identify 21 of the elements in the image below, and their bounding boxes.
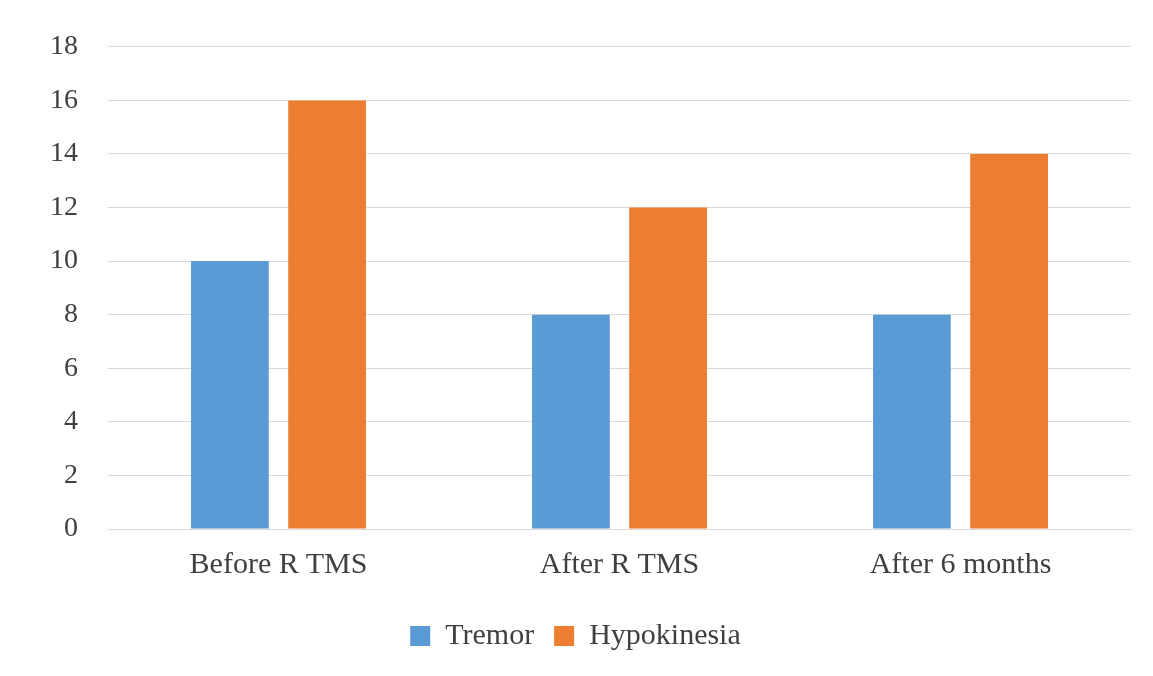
y-tick-label: 2 (64, 457, 78, 489)
y-tick-label: 8 (64, 297, 78, 329)
y-tick-label: 6 (64, 350, 78, 382)
x-tick-label: After 6 months (869, 545, 1052, 579)
bar (629, 207, 707, 529)
y-tick-label: 14 (50, 136, 78, 168)
legend-label: Tremor (445, 616, 535, 650)
bar (191, 261, 269, 529)
y-tick-label: 0 (64, 511, 78, 543)
bar (970, 153, 1048, 529)
y-tick-label: 4 (64, 404, 78, 436)
y-tick-label: 16 (50, 82, 78, 114)
legend-label: Hypokinesia (589, 616, 741, 650)
bar (288, 100, 366, 529)
x-tick-label: After R TMS (539, 545, 700, 579)
y-tick-label: 18 (50, 29, 78, 61)
x-tick-label: Before R TMS (189, 545, 368, 579)
y-tick-label: 12 (50, 189, 78, 221)
bar (532, 314, 610, 529)
bar (873, 314, 951, 529)
y-tick-label: 10 (50, 243, 78, 275)
